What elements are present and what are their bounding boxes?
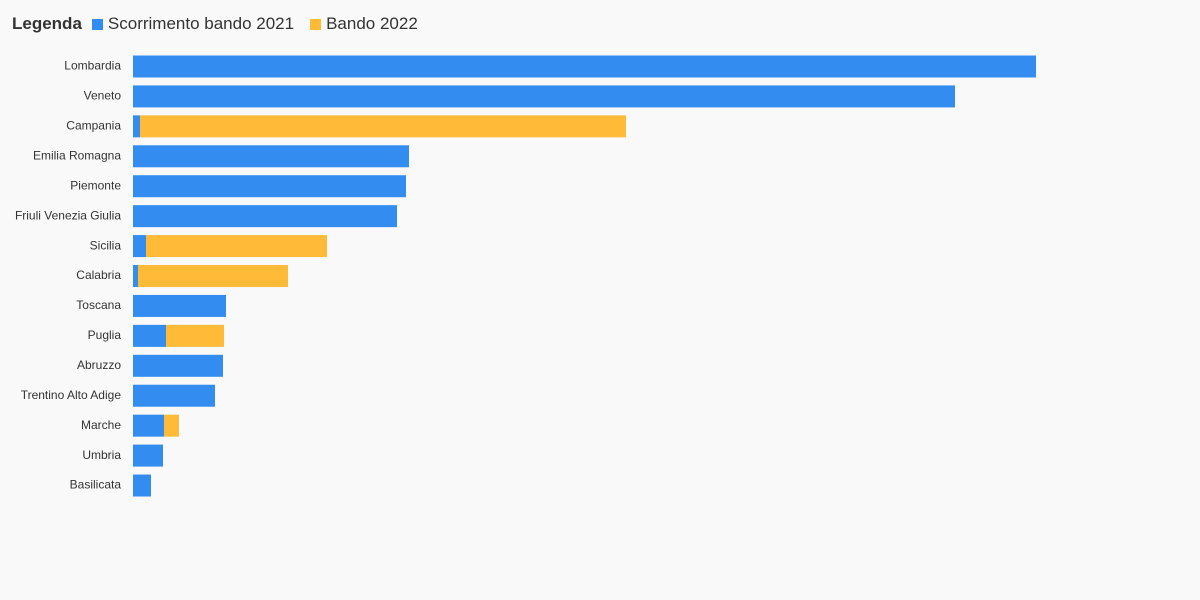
- legend-title: Legenda: [12, 14, 82, 33]
- bar-sicilia-bando-2022[interactable]: [146, 235, 327, 258]
- bar-calabria-bando-2022[interactable]: [138, 265, 288, 288]
- category-label-trentino-alto-adige: Trentino Alto Adige: [21, 388, 122, 402]
- bar-trentino-alto-adige-scorrimento-bando-2021[interactable]: [133, 384, 215, 407]
- bar-lombardia-scorrimento-bando-2021[interactable]: [133, 55, 1036, 78]
- bar-marche-scorrimento-bando-2021[interactable]: [133, 414, 164, 437]
- legend: Legenda Scorrimento bando 2021 Bando 202…: [12, 12, 434, 36]
- bar-umbria-scorrimento-bando-2021[interactable]: [133, 444, 163, 467]
- category-label-calabria: Calabria: [76, 268, 121, 282]
- category-label-emilia-romagna: Emilia Romagna: [33, 148, 121, 162]
- category-label-sicilia: Sicilia: [90, 238, 122, 252]
- legend-swatch-scorrimento-2021: [91, 18, 103, 30]
- category-label-veneto: Veneto: [84, 89, 122, 103]
- category-label-piemonte: Piemonte: [70, 178, 121, 192]
- legend-swatch-bando-2022: [310, 18, 322, 30]
- category-label-puglia: Puglia: [88, 328, 122, 342]
- category-label-campania: Campania: [66, 119, 121, 133]
- category-label-marche: Marche: [81, 418, 121, 432]
- category-label-toscana: Toscana: [76, 298, 121, 312]
- bar-campania-scorrimento-bando-2021[interactable]: [133, 115, 140, 138]
- legend-item-bando-2022[interactable]: Bando 2022: [310, 14, 418, 34]
- bar-toscana-scorrimento-bando-2021[interactable]: [133, 294, 226, 317]
- category-label-abruzzo: Abruzzo: [77, 358, 121, 372]
- category-label-umbria: Umbria: [82, 448, 121, 462]
- bar-piemonte-scorrimento-bando-2021[interactable]: [133, 175, 406, 198]
- bar-marche-bando-2022[interactable]: [164, 414, 179, 437]
- bar-puglia-scorrimento-bando-2021[interactable]: [133, 324, 166, 347]
- bar-friuli-venezia-giulia-scorrimento-bando-2021[interactable]: [133, 205, 397, 228]
- category-label-lombardia: Lombardia: [64, 59, 121, 73]
- bar-emilia-romagna-scorrimento-bando-2021[interactable]: [133, 145, 409, 168]
- category-label-friuli-venezia-giulia: Friuli Venezia Giulia: [15, 208, 121, 222]
- bar-calabria-scorrimento-bando-2021[interactable]: [133, 265, 138, 288]
- legend-label-bando-2022: Bando 2022: [326, 14, 418, 33]
- legend-item-scorrimento-2021[interactable]: Scorrimento bando 2021: [91, 14, 295, 34]
- bar-abruzzo-scorrimento-bando-2021[interactable]: [133, 354, 223, 377]
- bar-sicilia-scorrimento-bando-2021[interactable]: [133, 235, 146, 258]
- bar-campania-bando-2022[interactable]: [140, 115, 626, 138]
- legend-label-scorrimento-2021: Scorrimento bando 2021: [107, 14, 295, 33]
- bar-puglia-bando-2022[interactable]: [166, 324, 224, 347]
- bar-basilicata-scorrimento-bando-2021[interactable]: [133, 474, 151, 497]
- bar-veneto-scorrimento-bando-2021[interactable]: [133, 85, 955, 108]
- category-label-basilicata: Basilicata: [70, 478, 122, 492]
